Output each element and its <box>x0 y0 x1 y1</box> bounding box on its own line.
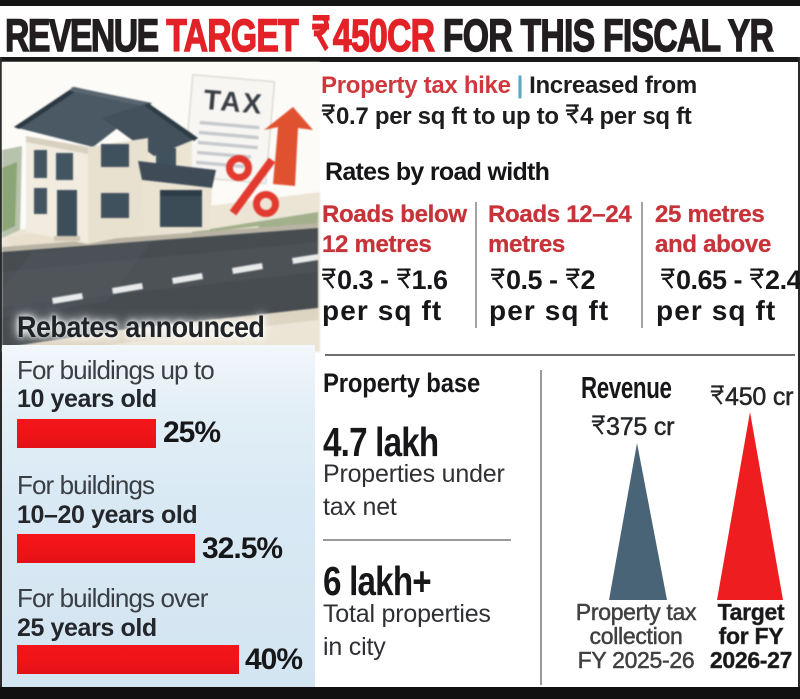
svg-text:TAX: TAX <box>202 84 264 120</box>
